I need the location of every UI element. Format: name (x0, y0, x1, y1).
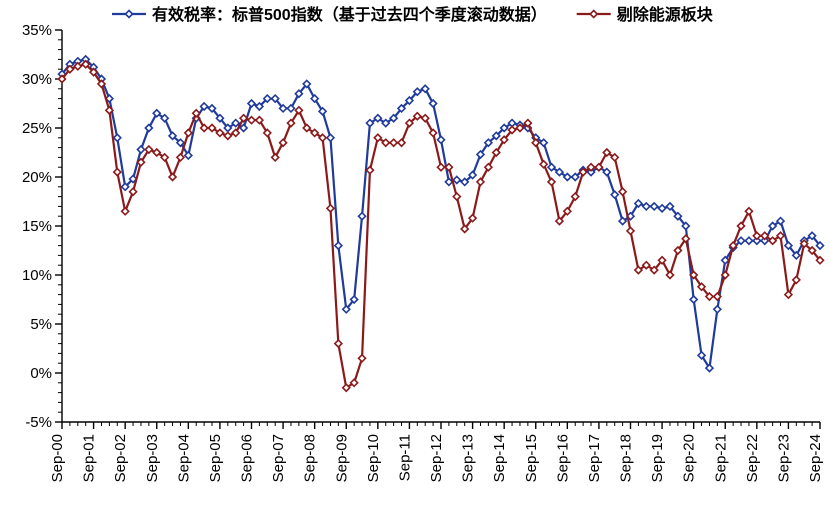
x-tick-label: Sep-00 (49, 434, 66, 482)
y-tick-label: 5% (30, 316, 52, 333)
x-tick-label: Sep-14 (491, 434, 508, 482)
legend-label: 剔除能源板块 (616, 5, 714, 24)
x-tick-label: Sep-17 (586, 434, 603, 482)
y-tick-label: 10% (22, 267, 52, 284)
x-tick-label: Sep-10 (365, 434, 382, 482)
x-tick-label: Sep-20 (681, 434, 698, 482)
x-tick-label: Sep-02 (112, 434, 129, 482)
x-tick-label: Sep-01 (81, 434, 98, 482)
y-tick-label: 20% (22, 169, 52, 186)
x-tick-label: Sep-06 (239, 434, 256, 482)
legend-label: 有效税率：标普500指数（基于过去四个季度滚动数据） (152, 5, 547, 24)
x-tick-label: Sep-24 (807, 434, 824, 482)
x-tick-label: Sep-05 (207, 434, 224, 482)
x-tick-label: Sep-12 (428, 434, 445, 482)
y-tick-label: 35% (22, 22, 52, 39)
x-tick-label: Sep-15 (523, 434, 540, 482)
y-tick-label: 30% (22, 71, 52, 88)
y-tick-label: -5% (25, 414, 52, 431)
y-tick-label: 15% (22, 218, 52, 235)
x-tick-label: Sep-07 (270, 434, 287, 482)
x-tick-label: Sep-13 (460, 434, 477, 482)
x-tick-label: Sep-21 (712, 434, 729, 482)
y-tick-label: 0% (30, 365, 52, 382)
tax-rate-chart: -5% 0% 5% 10% 15% 20% 25% 30% 35% Sep-00 Sep-01 Sep… (0, 0, 836, 522)
x-tick-label: Sep-16 (554, 434, 571, 482)
x-tick-label: Sep-04 (175, 434, 192, 482)
y-tick-label: 25% (22, 120, 52, 137)
x-tick-label: Sep-11 (396, 434, 413, 481)
x-tick-label: Sep-19 (649, 434, 666, 482)
x-tick-label: Sep-08 (302, 434, 319, 482)
x-tick-label: Sep-23 (775, 434, 792, 482)
x-tick-label: Sep-09 (333, 434, 350, 482)
x-tick-label: Sep-18 (618, 434, 635, 482)
x-tick-label: Sep-03 (144, 434, 161, 482)
x-tick-label: Sep-22 (744, 434, 761, 482)
